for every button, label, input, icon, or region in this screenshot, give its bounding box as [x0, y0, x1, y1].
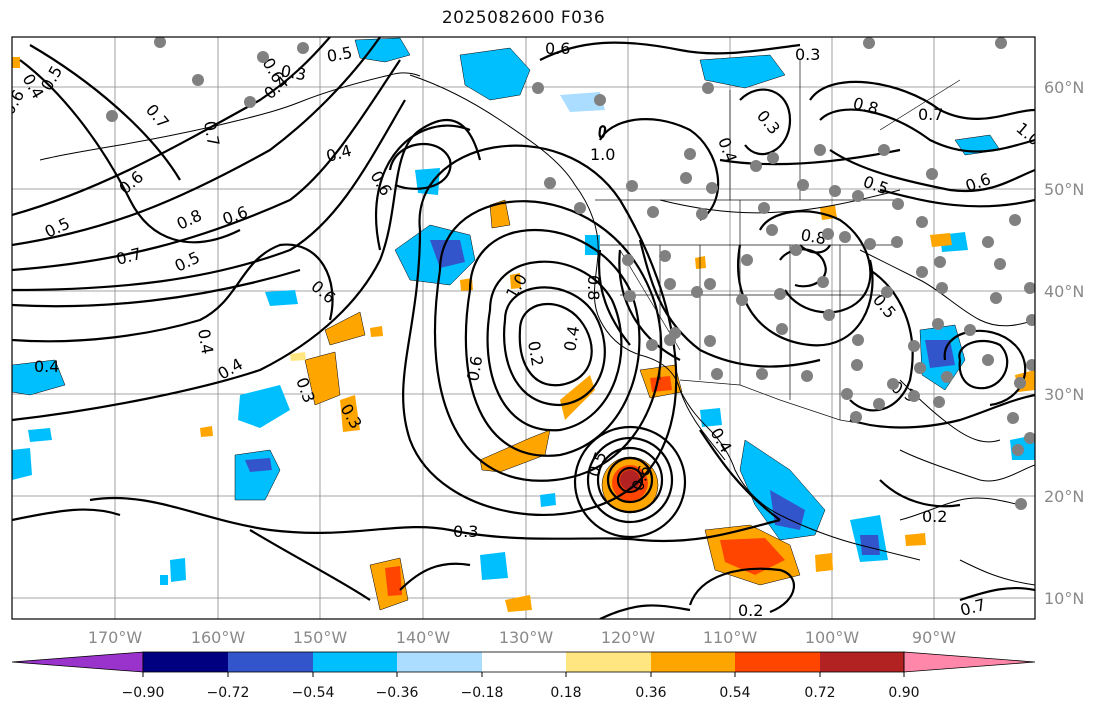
coastlines — [39, 72, 1035, 586]
colorbar-tick-label: −0.54 — [292, 685, 335, 701]
lon-label-140w: 140°W — [396, 628, 451, 647]
contour-label: 0.6 — [463, 354, 486, 382]
colorbar: −0.90 −0.72 −0.54 −0.36 −0.18 0.18 0.36 … — [11, 651, 1036, 701]
colorbar-tick-label: 0.36 — [635, 685, 666, 701]
map-frame — [11, 36, 1036, 620]
lat-label-40n: 40°N — [1044, 282, 1084, 301]
lon-label-160w: 160°W — [191, 628, 246, 647]
colorbar-segment — [143, 652, 228, 672]
lat-label-20n: 20°N — [1044, 487, 1084, 506]
contour-label: 0.3 — [795, 45, 820, 64]
lon-label-170w: 170°W — [88, 628, 143, 647]
colorbar-tick-label: −0.90 — [122, 685, 165, 701]
colorbar-segment — [566, 652, 651, 672]
lon-label-90w: 90°W — [912, 628, 956, 647]
shaded-field — [12, 37, 1035, 612]
contour-label: 0.8 — [584, 275, 603, 300]
colorbar-segment — [397, 652, 482, 672]
colorbar-tick-label: 0.18 — [550, 685, 581, 701]
lat-label-10n: 10°N — [1044, 589, 1084, 608]
colorbar-ticks — [142, 672, 905, 677]
colorbar-segment — [228, 652, 313, 672]
colorbar-extend-low — [11, 651, 144, 673]
contour-label: 0.4 — [560, 324, 583, 352]
lat-label-60n: 60°N — [1044, 78, 1084, 97]
contour-label: 0.4 — [34, 357, 59, 376]
contour-label: 0.2 — [738, 601, 763, 620]
colorbar-segment — [735, 652, 820, 672]
contour-label: 0.8 — [799, 225, 827, 248]
latitude-labels: 60°N 50°N 40°N 30°N 20°N 10°N — [1044, 78, 1084, 608]
contour-label: 0.3 — [279, 61, 307, 84]
contour-label: 0.2 — [524, 339, 547, 367]
lon-label-150w: 150°W — [293, 628, 348, 647]
colorbar-outline — [142, 651, 905, 673]
colorbar-tick-label: −0.72 — [207, 685, 250, 701]
stations — [106, 37, 1035, 510]
lat-label-50n: 50°N — [1044, 180, 1084, 199]
contour-label: 0.2 — [922, 507, 947, 526]
lon-label-130w: 130°W — [499, 628, 554, 647]
colorbar-segment — [482, 652, 566, 672]
colorbar-tick-label: −0.18 — [461, 685, 504, 701]
lon-label-120w: 120°W — [601, 628, 656, 647]
contour-label: 0.5 — [325, 43, 353, 66]
contour-label: 1.0 — [590, 145, 615, 164]
contour-label: 0.3 — [453, 522, 478, 541]
map-title: 2025082600 F036 — [441, 8, 606, 28]
colorbar-segment — [313, 652, 397, 672]
lat-label-30n: 30°N — [1044, 385, 1084, 404]
colorbar-tick-label: 0.54 — [719, 685, 750, 701]
longitude-labels: 170°W 160°W 150°W 140°W 130°W 120°W 110°… — [88, 628, 956, 647]
contour-label: 0.4 — [194, 327, 217, 355]
contour-lines — [12, 37, 1035, 619]
colorbar-tick-label: 0.72 — [804, 685, 835, 701]
lon-label-100w: 100°W — [805, 628, 860, 647]
lon-label-110w: 110°W — [703, 628, 758, 647]
colorbar-segment — [820, 652, 904, 672]
colorbar-extend-high — [903, 651, 1036, 673]
colorbar-segment — [651, 652, 735, 672]
colorbar-tick-label: −0.36 — [376, 685, 419, 701]
contour-label: 0.7 — [200, 119, 223, 147]
colorbar-tick-label: 0.90 — [888, 685, 919, 701]
contour-label: 0.6 — [545, 39, 570, 58]
contour-label: 0.7 — [918, 105, 943, 124]
